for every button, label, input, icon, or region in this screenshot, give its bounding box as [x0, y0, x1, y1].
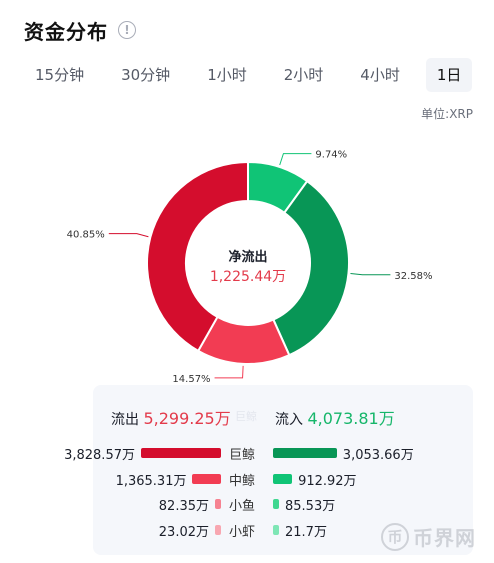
- in-value: 85.53万: [285, 499, 336, 514]
- in-bar: [273, 474, 293, 484]
- watermark-text: 币界网: [413, 526, 476, 550]
- category-label: 小鱼: [228, 499, 255, 514]
- in-bar: [273, 448, 337, 458]
- tab-15min[interactable]: 15分钟: [35, 66, 85, 84]
- in-value: 912.92万: [298, 474, 357, 489]
- category-label: 小虾: [228, 525, 255, 540]
- inflow-value: 4,073.81万: [307, 409, 395, 428]
- flow-panel: 流出 5,299.25万 巨鲸 流入 4,073.81万 3,828.57万 巨…: [64, 385, 473, 555]
- in-bar: [273, 525, 279, 535]
- category-label: 中鲸: [228, 474, 255, 489]
- inflow-label: 流入: [275, 412, 303, 428]
- breakdown-row: 23.02万 小虾 21.7万: [93, 520, 473, 540]
- slice-label-1: 32.58%: [394, 271, 432, 282]
- time-tabs: 15分钟 30分钟 1小时 2小时 4小时 1日: [24, 58, 487, 92]
- out-value: 82.35万: [158, 499, 209, 514]
- center-label: 净流出: [228, 249, 267, 265]
- breakdown-row: 82.35万 小鱼 85.53万: [93, 494, 473, 514]
- center-value: 1,225.44万: [210, 269, 286, 285]
- inflow-summary: 流入 4,073.81万: [275, 405, 395, 429]
- info-icon[interactable]: !: [118, 21, 136, 39]
- leader-line-2: [214, 365, 244, 379]
- coin-logo-icon: 币: [381, 522, 409, 551]
- outflow-label: 流出: [111, 412, 139, 428]
- watermark: 币 币界网: [381, 522, 476, 551]
- leader-line-0: [279, 153, 312, 166]
- in-value: 3,053.66万: [342, 448, 414, 463]
- tab-2h[interactable]: 2小时: [283, 66, 324, 84]
- out-bar: [192, 474, 221, 484]
- slice-label-2: 14.57%: [172, 374, 210, 385]
- slice-label-0: 9.74%: [315, 150, 347, 161]
- outflow-value: 5,299.25万: [143, 409, 231, 428]
- in-value: 21.7万: [285, 525, 327, 540]
- tab-4h[interactable]: 4小时: [360, 66, 400, 84]
- donut-slice-1[interactable]: [272, 179, 350, 357]
- slice-label-3: 40.85%: [67, 230, 105, 241]
- out-bar: [215, 525, 221, 535]
- out-value: 3,828.57万: [64, 448, 135, 463]
- out-value: 23.02万: [158, 525, 209, 540]
- leader-line-1: [350, 273, 391, 276]
- header: 资金分布 !: [24, 14, 136, 46]
- page-title: 资金分布: [24, 19, 108, 44]
- tab-1d[interactable]: 1日: [425, 58, 473, 92]
- out-bar: [141, 448, 221, 458]
- leader-line-3: [108, 233, 149, 238]
- category-label: 巨鲸: [228, 448, 255, 463]
- tab-1h[interactable]: 1小时: [207, 66, 247, 84]
- out-value: 1,365.31万: [115, 474, 187, 489]
- donut-chart: 9.74% 32.58% 14.57% 40.85% 净流出 1,225.44万: [67, 150, 433, 385]
- donut-slice-3[interactable]: [146, 160, 249, 353]
- breakdown-row: 3,828.57万 巨鲸 3,053.66万: [64, 443, 473, 463]
- tab-30min[interactable]: 30分钟: [121, 66, 171, 84]
- unit-label: 单位:XRP: [421, 107, 473, 121]
- out-bar: [215, 499, 221, 509]
- breakdown-row: 1,365.31万 中鲸 912.92万: [93, 469, 473, 489]
- in-bar: [273, 499, 279, 509]
- outflow-summary: 流出 5,299.25万: [111, 405, 231, 429]
- summary-middle-label: 巨鲸: [235, 410, 257, 423]
